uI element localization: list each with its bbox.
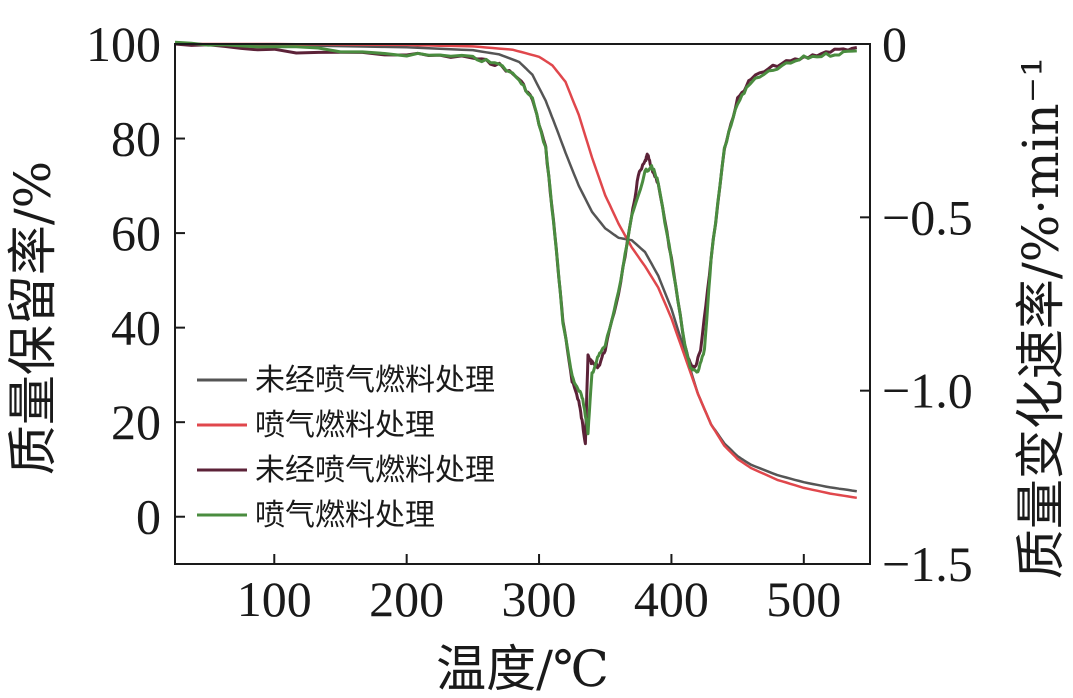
x-axis-title: 温度/℃	[436, 640, 609, 698]
y-left-tick-label: 40	[111, 300, 161, 356]
x-tick-label: 500	[766, 571, 841, 627]
y-left-tick-label: 20	[111, 394, 161, 450]
y-right-tick-label: −0.5	[882, 189, 973, 245]
y-left-tick-label: 80	[111, 111, 161, 167]
legend-label: 喷气燃料处理	[255, 498, 435, 533]
x-tick-label: 300	[502, 571, 577, 627]
y-axis-left-title: 质量保留率/%	[4, 161, 62, 475]
ticks-layer	[175, 43, 870, 565]
labels-layer: 100 200 300 400 500 0 20 40 60 80 100 0 −0.5 −1.0 −1.5	[86, 16, 973, 627]
x-tick-label: 400	[634, 571, 709, 627]
legend-label: 喷气燃料处理	[255, 408, 435, 443]
series-line-2	[175, 42, 857, 500]
series-line-4	[174, 40, 857, 436]
x-tick-label: 100	[237, 571, 312, 627]
legend-label: 未经喷气燃料处理	[255, 453, 495, 488]
series-line-1	[174, 42, 857, 493]
y-axis-right-title: 质量变化速率/%·min⁻¹	[1012, 57, 1070, 579]
y-left-tick-label: 100	[86, 16, 161, 72]
plot-frame	[174, 43, 871, 565]
series-layer	[174, 40, 858, 500]
y-left-tick-label: 0	[136, 489, 161, 545]
y-right-tick-label: 0	[882, 16, 907, 72]
y-right-tick-label: −1.5	[882, 536, 973, 592]
x-tick-label: 200	[369, 571, 444, 627]
y-left-tick-label: 60	[111, 205, 161, 261]
legend-label: 未经喷气燃料处理	[255, 363, 495, 398]
y-right-tick-label: −1.0	[882, 363, 973, 419]
